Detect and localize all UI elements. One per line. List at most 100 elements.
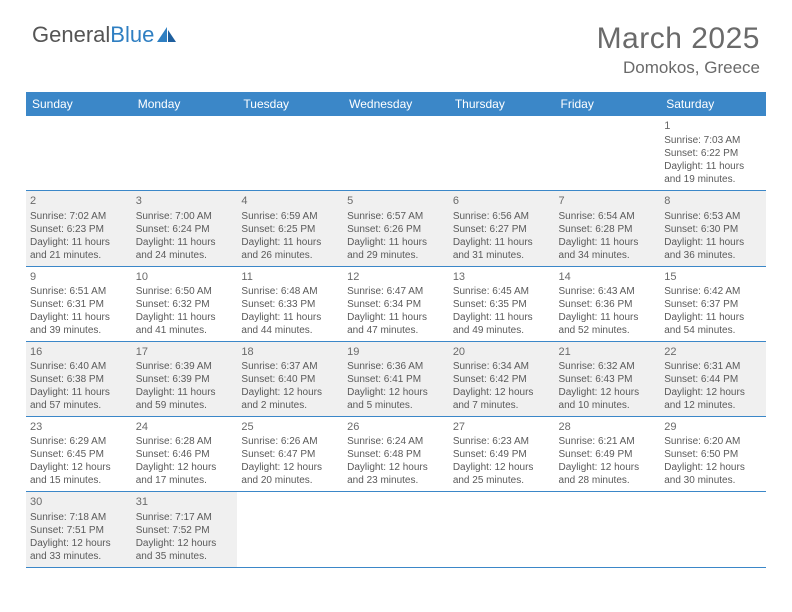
day-number: 20: [453, 345, 551, 359]
day-details: Sunrise: 6:21 AM Sunset: 6:49 PM Dayligh…: [559, 435, 657, 487]
day-number: 1: [664, 119, 762, 133]
day-number: 19: [347, 345, 445, 359]
day-number: 24: [136, 420, 234, 434]
weekday-header: Friday: [555, 92, 661, 116]
calendar-day-cell: 23Sunrise: 6:29 AM Sunset: 6:45 PM Dayli…: [26, 417, 132, 492]
day-details: Sunrise: 6:24 AM Sunset: 6:48 PM Dayligh…: [347, 435, 445, 487]
calendar-week-row: 16Sunrise: 6:40 AM Sunset: 6:38 PM Dayli…: [26, 341, 766, 416]
day-number: 30: [30, 495, 128, 509]
day-number: 18: [241, 345, 339, 359]
day-number: 9: [30, 270, 128, 284]
calendar-empty-cell: [343, 492, 449, 567]
day-details: Sunrise: 6:23 AM Sunset: 6:49 PM Dayligh…: [453, 435, 551, 487]
day-number: 3: [136, 194, 234, 208]
calendar-head: SundayMondayTuesdayWednesdayThursdayFrid…: [26, 92, 766, 116]
day-number: 22: [664, 345, 762, 359]
calendar-day-cell: 28Sunrise: 6:21 AM Sunset: 6:49 PM Dayli…: [555, 417, 661, 492]
calendar-day-cell: 27Sunrise: 6:23 AM Sunset: 6:49 PM Dayli…: [449, 417, 555, 492]
day-details: Sunrise: 6:59 AM Sunset: 6:25 PM Dayligh…: [241, 210, 339, 262]
day-number: 5: [347, 194, 445, 208]
day-details: Sunrise: 6:34 AM Sunset: 6:42 PM Dayligh…: [453, 360, 551, 412]
calendar-day-cell: 15Sunrise: 6:42 AM Sunset: 6:37 PM Dayli…: [660, 266, 766, 341]
calendar-empty-cell: [555, 116, 661, 191]
day-details: Sunrise: 6:57 AM Sunset: 6:26 PM Dayligh…: [347, 210, 445, 262]
day-number: 13: [453, 270, 551, 284]
day-number: 6: [453, 194, 551, 208]
day-number: 26: [347, 420, 445, 434]
calendar-empty-cell: [555, 492, 661, 567]
calendar-day-cell: 11Sunrise: 6:48 AM Sunset: 6:33 PM Dayli…: [237, 266, 343, 341]
calendar-body: 1Sunrise: 7:03 AM Sunset: 6:22 PM Daylig…: [26, 116, 766, 567]
day-details: Sunrise: 6:37 AM Sunset: 6:40 PM Dayligh…: [241, 360, 339, 412]
day-details: Sunrise: 6:26 AM Sunset: 6:47 PM Dayligh…: [241, 435, 339, 487]
calendar-empty-cell: [449, 492, 555, 567]
day-number: 14: [559, 270, 657, 284]
day-details: Sunrise: 7:03 AM Sunset: 6:22 PM Dayligh…: [664, 134, 762, 186]
calendar-day-cell: 1Sunrise: 7:03 AM Sunset: 6:22 PM Daylig…: [660, 116, 766, 191]
calendar-day-cell: 22Sunrise: 6:31 AM Sunset: 6:44 PM Dayli…: [660, 341, 766, 416]
calendar-day-cell: 16Sunrise: 6:40 AM Sunset: 6:38 PM Dayli…: [26, 341, 132, 416]
header: GeneralBlue March 2025 Domokos, Greece: [0, 0, 792, 86]
day-number: 28: [559, 420, 657, 434]
calendar-day-cell: 17Sunrise: 6:39 AM Sunset: 6:39 PM Dayli…: [132, 341, 238, 416]
day-number: 17: [136, 345, 234, 359]
calendar-empty-cell: [660, 492, 766, 567]
calendar-day-cell: 31 Sunrise: 7:17 AM Sunset: 7:52 PM Dayli…: [132, 492, 238, 567]
day-number: 15: [664, 270, 762, 284]
calendar-day-cell: 19Sunrise: 6:36 AM Sunset: 6:41 PM Dayli…: [343, 341, 449, 416]
calendar-day-cell: 13Sunrise: 6:45 AM Sunset: 6:35 PM Dayli…: [449, 266, 555, 341]
calendar-day-cell: 12Sunrise: 6:47 AM Sunset: 6:34 PM Dayli…: [343, 266, 449, 341]
weekday-header: Thursday: [449, 92, 555, 116]
weekday-header: Tuesday: [237, 92, 343, 116]
day-number: 16: [30, 345, 128, 359]
calendar-day-cell: 6 Sunrise: 6:56 AM Sunset: 6:27 PM Daylig…: [449, 191, 555, 266]
calendar-day-cell: 30Sunrise: 7:18 AM Sunset: 7:51 PM Dayli…: [26, 492, 132, 567]
calendar-empty-cell: [26, 116, 132, 191]
day-number: 12: [347, 270, 445, 284]
calendar-day-cell: 10Sunrise: 6:50 AM Sunset: 6:32 PM Dayli…: [132, 266, 238, 341]
month-title: March 2025: [597, 22, 760, 56]
logo-text-2: Blue: [110, 22, 154, 48]
day-number: 4: [241, 194, 339, 208]
day-details: Sunrise: 6:47 AM Sunset: 6:34 PM Dayligh…: [347, 285, 445, 337]
day-details: Sunrise: 6:42 AM Sunset: 6:37 PM Dayligh…: [664, 285, 762, 337]
weekday-row: SundayMondayTuesdayWednesdayThursdayFrid…: [26, 92, 766, 116]
logo: GeneralBlue: [32, 22, 178, 48]
calendar-day-cell: 25Sunrise: 6:26 AM Sunset: 6:47 PM Dayli…: [237, 417, 343, 492]
day-details: Sunrise: 6:43 AM Sunset: 6:36 PM Dayligh…: [559, 285, 657, 337]
day-details: Sunrise: 6:53 AM Sunset: 6:30 PM Dayligh…: [664, 210, 762, 262]
day-details: Sunrise: 7:02 AM Sunset: 6:23 PM Dayligh…: [30, 210, 128, 262]
calendar-day-cell: 26Sunrise: 6:24 AM Sunset: 6:48 PM Dayli…: [343, 417, 449, 492]
weekday-header: Wednesday: [343, 92, 449, 116]
day-details: Sunrise: 6:40 AM Sunset: 6:38 PM Dayligh…: [30, 360, 128, 412]
day-number: 2: [30, 194, 128, 208]
calendar-day-cell: 24Sunrise: 6:28 AM Sunset: 6:46 PM Dayli…: [132, 417, 238, 492]
weekday-header: Saturday: [660, 92, 766, 116]
day-number: 10: [136, 270, 234, 284]
calendar-day-cell: 18Sunrise: 6:37 AM Sunset: 6:40 PM Dayli…: [237, 341, 343, 416]
calendar-empty-cell: [343, 116, 449, 191]
calendar-day-cell: 7Sunrise: 6:54 AM Sunset: 6:28 PM Daylig…: [555, 191, 661, 266]
weekday-header: Monday: [132, 92, 238, 116]
day-number: 21: [559, 345, 657, 359]
day-details: Sunrise: 6:56 AM Sunset: 6:27 PM Dayligh…: [453, 210, 551, 262]
calendar-week-row: 1Sunrise: 7:03 AM Sunset: 6:22 PM Daylig…: [26, 116, 766, 191]
day-number: 27: [453, 420, 551, 434]
weekday-header: Sunday: [26, 92, 132, 116]
day-number: 8: [664, 194, 762, 208]
day-details: Sunrise: 6:20 AM Sunset: 6:50 PM Dayligh…: [664, 435, 762, 487]
title-block: March 2025 Domokos, Greece: [597, 22, 760, 78]
calendar-week-row: 2 Sunrise: 7:02 AM Sunset: 6:23 PM Daylig…: [26, 191, 766, 266]
day-details: Sunrise: 7:00 AM Sunset: 6:24 PM Dayligh…: [136, 210, 234, 262]
day-details: Sunrise: 7:17 AM Sunset: 7:52 PM Dayligh…: [136, 511, 234, 563]
day-number: 23: [30, 420, 128, 434]
day-details: Sunrise: 6:31 AM Sunset: 6:44 PM Dayligh…: [664, 360, 762, 412]
calendar-day-cell: 4 Sunrise: 6:59 AM Sunset: 6:25 PM Daylig…: [237, 191, 343, 266]
calendar-day-cell: 2 Sunrise: 7:02 AM Sunset: 6:23 PM Daylig…: [26, 191, 132, 266]
calendar-empty-cell: [237, 492, 343, 567]
logo-sail-icon: [156, 26, 178, 44]
day-details: Sunrise: 6:51 AM Sunset: 6:31 PM Dayligh…: [30, 285, 128, 337]
day-number: 31: [136, 495, 234, 509]
calendar-day-cell: 9Sunrise: 6:51 AM Sunset: 6:31 PM Daylig…: [26, 266, 132, 341]
day-details: Sunrise: 6:48 AM Sunset: 6:33 PM Dayligh…: [241, 285, 339, 337]
